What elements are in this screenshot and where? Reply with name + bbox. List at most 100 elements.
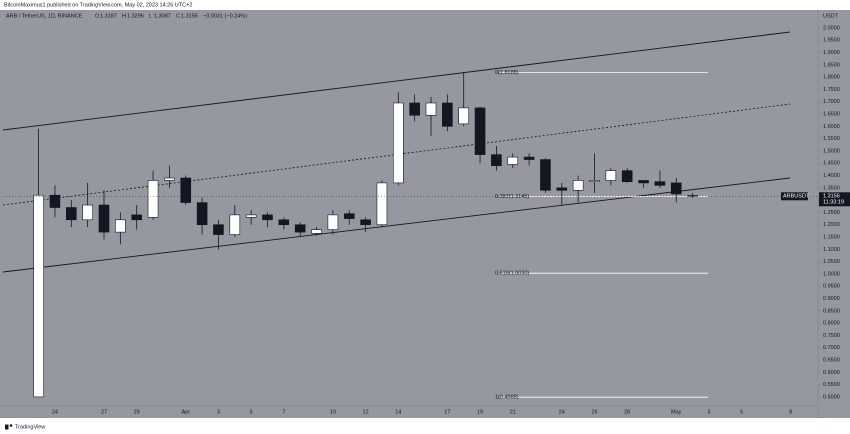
ohlc-readout: O 1.3187 H 1.3296 L 1.3087 C 1.3156 −0.0031 (−0.… bbox=[95, 13, 247, 19]
published-note: BitcoinMaximus1 published on TradingView… bbox=[4, 2, 192, 8]
candle-body bbox=[507, 156, 519, 165]
axis-currency: USDT bbox=[823, 13, 839, 19]
candle-body bbox=[33, 194, 44, 398]
last-price-tag bbox=[819, 192, 850, 207]
y-tick-label: 0.6000 bbox=[823, 370, 840, 376]
candle-body bbox=[164, 177, 175, 181]
candle-body bbox=[523, 156, 535, 160]
symbol-tag bbox=[781, 192, 808, 201]
candle-body bbox=[196, 202, 208, 226]
y-tick-label: 1.2000 bbox=[823, 222, 840, 228]
y-tick-label: 1.4000 bbox=[823, 173, 840, 179]
candle-body bbox=[621, 170, 633, 182]
candle-body bbox=[392, 102, 404, 184]
ohlc-item: 1.3087 bbox=[154, 13, 171, 19]
candle-body bbox=[458, 107, 470, 125]
channel-lower bbox=[2, 177, 791, 273]
x-tick-label: 8 bbox=[789, 409, 792, 415]
y-tick-label: 1.5000 bbox=[823, 148, 840, 154]
y-tick-label: 0.8500 bbox=[823, 308, 840, 314]
candle-body bbox=[49, 194, 61, 208]
y-tick-label: 1.3500 bbox=[823, 185, 840, 191]
x-tick-label: 12 bbox=[363, 409, 369, 415]
logo-mark bbox=[5, 424, 9, 430]
y-tick-label: 0.8000 bbox=[823, 321, 840, 327]
ohlc-item: 1.3296 bbox=[127, 13, 144, 19]
candle-body bbox=[131, 214, 142, 221]
fib-level-label: 1(0.4988) bbox=[495, 395, 519, 401]
y-tick-label: 0.5500 bbox=[823, 382, 840, 388]
candle-body bbox=[687, 195, 698, 197]
fib-level-label: 0.382(1.3145) bbox=[495, 194, 529, 200]
candle-body bbox=[638, 180, 649, 184]
y-tick-label: 1.6500 bbox=[823, 111, 840, 117]
ohlc-item: H bbox=[122, 13, 126, 19]
candle-body bbox=[409, 102, 420, 116]
candle-body bbox=[360, 219, 371, 226]
footer-brand: TradingView bbox=[15, 424, 45, 430]
logo-mark bbox=[9, 424, 13, 427]
x-tick-label: 5 bbox=[740, 409, 743, 415]
ohlc-item: C bbox=[176, 13, 180, 19]
countdown: 11:33:19 bbox=[823, 200, 844, 206]
y-tick-label: 0.9500 bbox=[823, 284, 840, 290]
candle-body bbox=[229, 214, 241, 235]
y-tick-label: 1.9500 bbox=[823, 38, 840, 44]
y-tick-label: 0.9000 bbox=[823, 296, 840, 302]
y-tick-label: 1.1500 bbox=[823, 234, 840, 240]
y-tick-label: 1.7500 bbox=[823, 87, 840, 93]
candle-body bbox=[491, 154, 502, 166]
chart-background bbox=[0, 10, 850, 418]
symbol-tag-text: ARBUSDT bbox=[783, 194, 810, 200]
x-tick-label: 17 bbox=[444, 409, 450, 415]
candle-body bbox=[474, 107, 486, 155]
symbol-info: ARB / TetherUS, 1D, BINANCE bbox=[6, 13, 83, 19]
candle-body bbox=[572, 180, 584, 191]
x-tick-label: 28 bbox=[624, 409, 630, 415]
candle-body bbox=[311, 229, 322, 234]
candle-body bbox=[98, 204, 110, 233]
footer-logo: TradingView bbox=[5, 424, 45, 430]
candle-body bbox=[540, 159, 551, 191]
candle-body bbox=[115, 219, 126, 233]
candle-body bbox=[425, 102, 437, 116]
candle-body bbox=[376, 182, 388, 226]
y-tick-label: 0.5000 bbox=[823, 394, 840, 400]
fib-level-label: 0.618(1.0030) bbox=[495, 271, 529, 277]
candle-body bbox=[213, 224, 224, 235]
candle-body bbox=[343, 213, 355, 219]
channel-upper bbox=[2, 31, 791, 131]
candle-body bbox=[82, 204, 93, 221]
ohlc-item: 1.3187 bbox=[100, 13, 117, 19]
ohlc-item: L bbox=[149, 13, 152, 19]
candle-body bbox=[556, 187, 568, 191]
candle-body bbox=[670, 182, 682, 195]
candle-body bbox=[294, 224, 306, 233]
x-tick-label: 21 bbox=[510, 409, 516, 415]
x-tick-label: May bbox=[671, 409, 682, 415]
candle-body bbox=[147, 180, 159, 218]
fib-level-label: 0(1.8188) bbox=[495, 70, 519, 76]
x-tick-label: 5 bbox=[250, 409, 253, 415]
candle-body bbox=[442, 102, 453, 127]
y-tick-label: 1.7000 bbox=[823, 99, 840, 105]
y-tick-label: 1.2500 bbox=[823, 210, 840, 216]
y-tick-label: 0.7500 bbox=[823, 333, 840, 339]
ohlc-item: −0.0031 (−0.24%) bbox=[203, 13, 247, 19]
x-tick-label: 29 bbox=[134, 409, 140, 415]
x-tick-label: 24 bbox=[52, 409, 58, 415]
x-tick-label: 26 bbox=[591, 409, 597, 415]
x-tick-label: 24 bbox=[559, 409, 565, 415]
y-tick-label: 1.9000 bbox=[823, 50, 840, 56]
y-tick-label: 1.1000 bbox=[823, 247, 840, 253]
x-tick-label: Apr bbox=[181, 409, 190, 415]
ohlc-item: 1.3156 bbox=[181, 13, 198, 19]
last-price-value: 1.3156 bbox=[823, 194, 840, 200]
ohlc-item: O bbox=[95, 13, 100, 19]
y-tick-label: 1.8500 bbox=[823, 62, 840, 68]
x-tick-label: 7 bbox=[282, 409, 285, 415]
y-tick-label: 1.0500 bbox=[823, 259, 840, 265]
y-tick-label: 0.6500 bbox=[823, 357, 840, 363]
y-tick-label: 1.0000 bbox=[823, 271, 840, 277]
